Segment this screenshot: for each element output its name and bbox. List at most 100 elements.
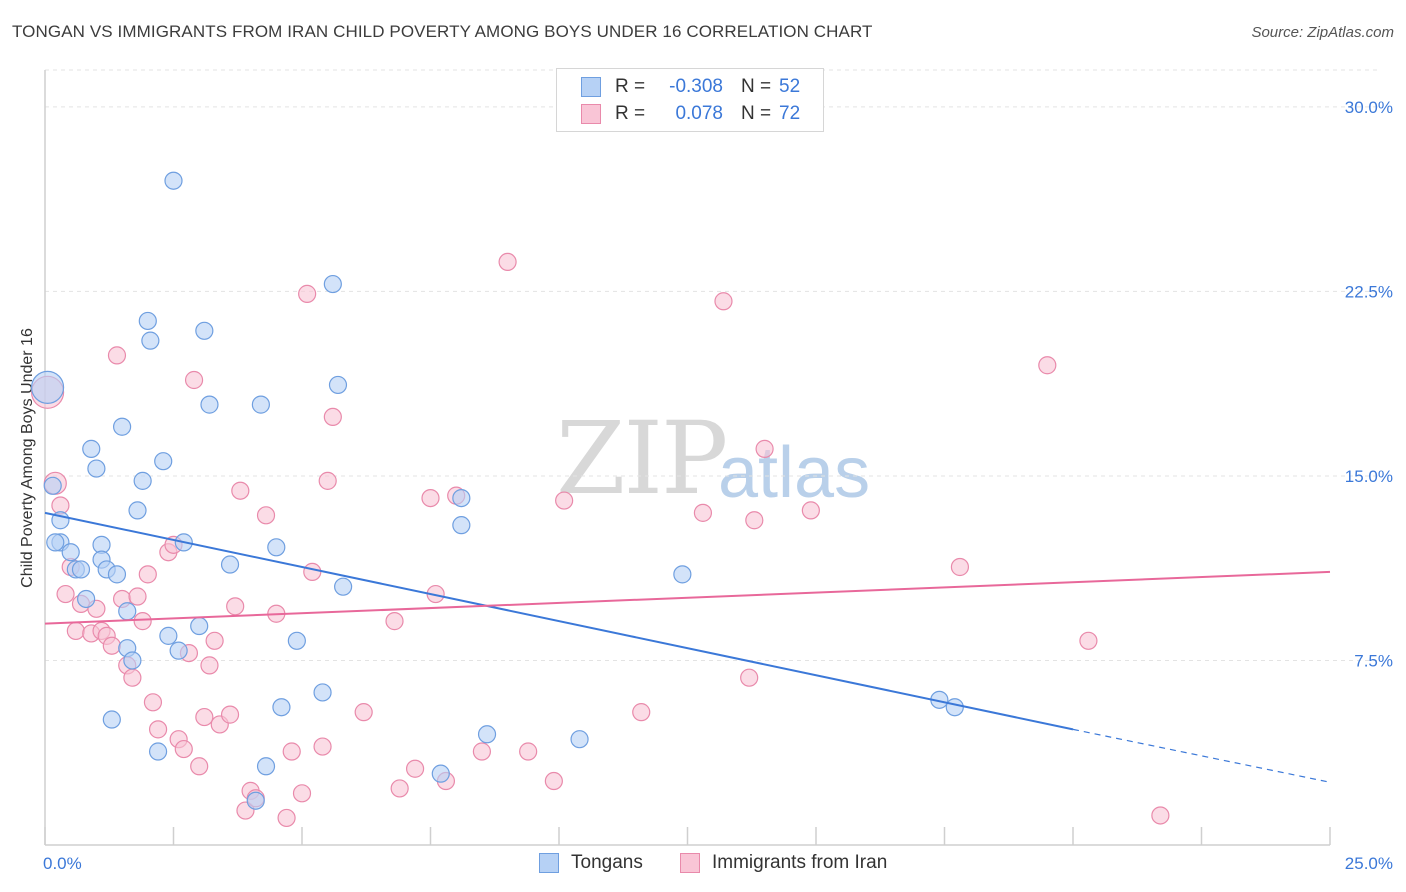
iran-trendline bbox=[44, 570, 1331, 625]
iran-point bbox=[405, 759, 425, 778]
legend-n-value: 52 bbox=[779, 76, 801, 97]
tongan-point bbox=[148, 742, 168, 761]
tongan-point bbox=[251, 395, 270, 414]
legend-label-tongans: Tongans bbox=[571, 852, 643, 873]
x-tick-label: 0.0% bbox=[43, 854, 82, 873]
tongan-point bbox=[138, 311, 157, 331]
iran-point bbox=[544, 771, 563, 791]
tongan-point bbox=[272, 698, 291, 717]
iran-point bbox=[755, 439, 774, 458]
legend-swatch-blue bbox=[539, 853, 559, 873]
legend-n-label: N = bbox=[741, 103, 772, 124]
iran-point bbox=[184, 370, 204, 390]
iran-point bbox=[107, 346, 127, 365]
x-tick-label: 25.0% bbox=[1345, 854, 1393, 873]
iran-point bbox=[195, 707, 214, 727]
tongan-point bbox=[133, 471, 152, 490]
tongan-point bbox=[71, 560, 91, 579]
legend-r-label: R = bbox=[615, 76, 646, 97]
watermark-zip: ZIP bbox=[556, 400, 728, 517]
iran-point bbox=[313, 737, 332, 756]
tongan-point bbox=[128, 501, 147, 520]
legend-n-value: 72 bbox=[779, 103, 801, 124]
tongan-point bbox=[87, 459, 106, 478]
iran-point bbox=[226, 597, 245, 616]
iran-point bbox=[714, 292, 733, 311]
iran-point bbox=[56, 584, 75, 604]
iran-point bbox=[282, 742, 301, 761]
tongan-trendline-extension bbox=[1072, 728, 1331, 783]
iran-point bbox=[1151, 806, 1170, 825]
tongan-point bbox=[102, 710, 121, 729]
legend-r-label: R = bbox=[615, 103, 646, 124]
tongan-point bbox=[220, 555, 240, 574]
iran-point bbox=[190, 757, 209, 776]
y-tick-label: 7.5% bbox=[1354, 651, 1393, 670]
legend-item-iran[interactable]: Immigrants from Iran bbox=[680, 852, 887, 874]
legend-label-iran: Immigrants from Iran bbox=[712, 852, 888, 873]
legend-n-label: N = bbox=[741, 76, 772, 97]
tongan-point bbox=[77, 589, 96, 609]
iran-point bbox=[421, 488, 440, 508]
iran-point bbox=[498, 252, 517, 272]
tongan-point bbox=[945, 698, 964, 717]
iran-point bbox=[292, 784, 312, 803]
stats-legend: R = -0.308 N = 52 R = 0.078 N = 72 bbox=[556, 68, 824, 132]
tongan-point bbox=[452, 488, 471, 508]
legend-swatch-pink bbox=[680, 853, 700, 873]
iran-point bbox=[303, 562, 322, 582]
legend-swatch-blue bbox=[581, 77, 601, 97]
iran-point bbox=[318, 471, 337, 490]
tongan-point bbox=[673, 565, 692, 584]
tongan-point bbox=[169, 641, 188, 660]
tongan-point bbox=[246, 791, 265, 810]
tongan-point bbox=[123, 651, 142, 670]
iran-point bbox=[128, 587, 147, 606]
legend-r-value: -0.308 bbox=[669, 76, 723, 97]
iran-point bbox=[298, 284, 317, 303]
tongan-point bbox=[43, 476, 62, 495]
tongan-point bbox=[118, 602, 137, 621]
tongan-point bbox=[313, 683, 332, 702]
tongan-point bbox=[107, 565, 127, 584]
iran-point bbox=[148, 720, 168, 739]
iran-point bbox=[745, 511, 764, 530]
iran-point bbox=[102, 636, 121, 655]
tongan-point bbox=[256, 757, 276, 776]
iran-point bbox=[133, 612, 152, 631]
iran-point bbox=[950, 557, 970, 577]
tongan-point bbox=[334, 577, 353, 596]
iran-point bbox=[555, 491, 574, 510]
tongan-point bbox=[452, 516, 471, 535]
tongan-point bbox=[328, 375, 348, 395]
iran-point bbox=[143, 693, 163, 712]
series-legend: Tongans Immigrants from Iran bbox=[0, 852, 1406, 878]
iran-point bbox=[200, 656, 219, 675]
tongan-point bbox=[46, 533, 65, 552]
legend-item-tongans[interactable]: Tongans bbox=[539, 852, 643, 874]
tongan-point bbox=[30, 370, 65, 404]
tongan-point bbox=[190, 616, 209, 636]
y-tick-label: 30.0% bbox=[1345, 98, 1393, 117]
tongan-point bbox=[159, 626, 178, 645]
tongan-point bbox=[141, 331, 160, 350]
iran-point bbox=[205, 631, 224, 650]
tongan-point bbox=[431, 764, 450, 783]
tongan-point bbox=[323, 274, 342, 294]
watermark-atlas: atlas bbox=[718, 433, 871, 513]
iran-point bbox=[1079, 631, 1098, 650]
tongan-point bbox=[267, 538, 286, 557]
iran-point bbox=[390, 779, 409, 798]
tongan-point bbox=[287, 631, 306, 650]
tongan-point bbox=[570, 730, 589, 749]
iran-point bbox=[1038, 356, 1057, 375]
legend-swatch-pink bbox=[581, 104, 601, 124]
iran-point bbox=[123, 668, 142, 687]
legend-row-iran: R = 0.078 N = 72 bbox=[581, 102, 800, 126]
tongan-point bbox=[154, 452, 173, 471]
iran-point bbox=[354, 703, 373, 722]
tongan-point bbox=[477, 725, 497, 744]
chart-title: TONGAN VS IMMIGRANTS FROM IRAN CHILD POV… bbox=[12, 22, 873, 41]
iran-point bbox=[220, 705, 240, 724]
